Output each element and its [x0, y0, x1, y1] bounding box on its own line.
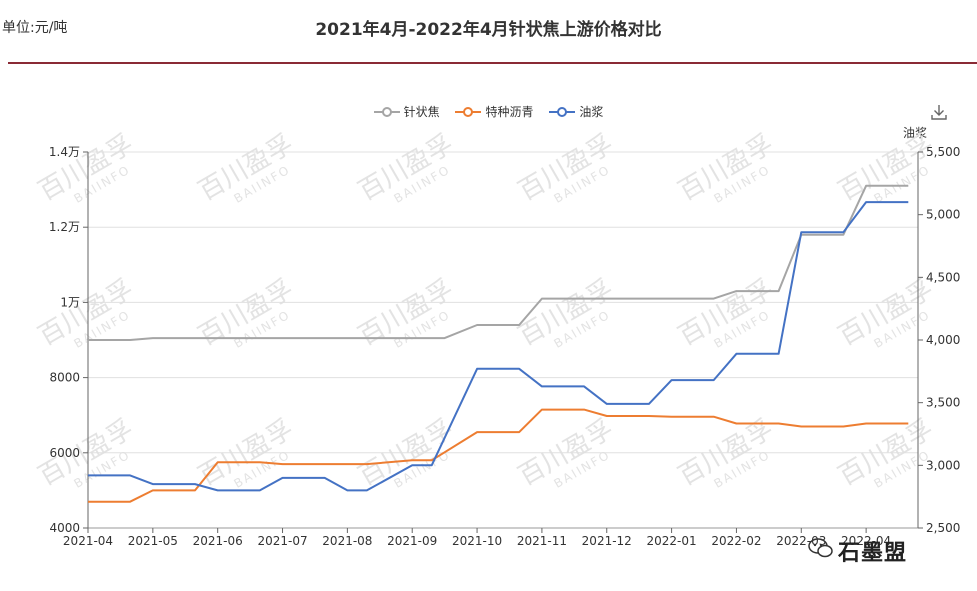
legend-item-special-pitch[interactable]: 特种沥青	[455, 103, 534, 120]
x-tick-label: 2021-09	[387, 534, 437, 548]
x-tick-label: 2021-11	[517, 534, 567, 548]
legend-label-needle-coke: 针状焦	[403, 105, 440, 119]
right-tick-label: 3,500	[926, 396, 960, 410]
series-line-slurry-oil	[88, 201, 909, 492]
header-divider	[8, 62, 977, 64]
left-tick-label: 1.4万	[49, 145, 80, 159]
download-icon[interactable]	[931, 104, 947, 120]
right-tick-label: 5,500	[926, 145, 960, 159]
chart-title: 2021年4月-2022年4月针状焦上游价格对比	[315, 20, 662, 40]
left-tick-label: 4000	[49, 521, 80, 535]
x-tick-label: 2022-03	[776, 534, 826, 548]
x-tick-label: 2021-05	[128, 534, 178, 548]
x-tick-label: 2021-07	[257, 534, 307, 548]
legend-label-slurry-oil: 油浆	[579, 105, 604, 119]
unit-label: 单位:元/吨	[2, 20, 68, 36]
brand-watermark: 石墨盟	[838, 541, 908, 566]
wechat-icon	[808, 538, 833, 558]
left-tick-label: 6000	[49, 446, 80, 460]
right-tick-label: 3,000	[926, 458, 960, 472]
legend-marker-needle-coke	[373, 106, 400, 117]
left-tick-label: 1.2万	[49, 220, 80, 234]
legend-label-special-pitch: 特种沥青	[485, 105, 534, 119]
x-tick-label: 2021-10	[452, 534, 502, 548]
legend-item-needle-coke[interactable]: 针状焦	[373, 103, 440, 120]
series-lines	[88, 184, 909, 503]
series-line-needle-coke	[88, 184, 909, 341]
axes: 4000 6000 8000 1万 1.2万 1.4万 2,500 3,000 3,500 4,0…	[49, 145, 960, 548]
x-tick-label: 2021-04	[63, 534, 113, 548]
x-tick-label: 2021-06	[193, 534, 243, 548]
right-tick-label: 4,000	[926, 333, 960, 347]
right-tick-label: 4,500	[926, 270, 960, 284]
x-tick-label: 2022-01	[647, 534, 697, 548]
left-tick-label: 1万	[60, 295, 80, 309]
series-line-special-pitch	[88, 408, 909, 503]
legend-item-slurry-oil[interactable]: 油浆	[549, 103, 603, 120]
right-tick-label: 5,000	[926, 208, 960, 222]
x-tick-label: 2022-02	[711, 534, 761, 548]
legend-marker-slurry-oil	[549, 106, 576, 117]
grid-lines	[88, 151, 918, 529]
x-tick-label: 2021-08	[322, 534, 372, 548]
legend: 针状焦 特种沥青 油浆	[0, 103, 977, 121]
left-tick-label: 8000	[49, 371, 80, 385]
x-tick-label: 2022-04	[841, 534, 891, 548]
legend-marker-special-pitch	[455, 106, 482, 117]
right-tick-label: 2,500	[926, 521, 960, 535]
x-tick-label: 2021-12	[582, 534, 632, 548]
right-axis-name: 油浆	[903, 126, 928, 140]
